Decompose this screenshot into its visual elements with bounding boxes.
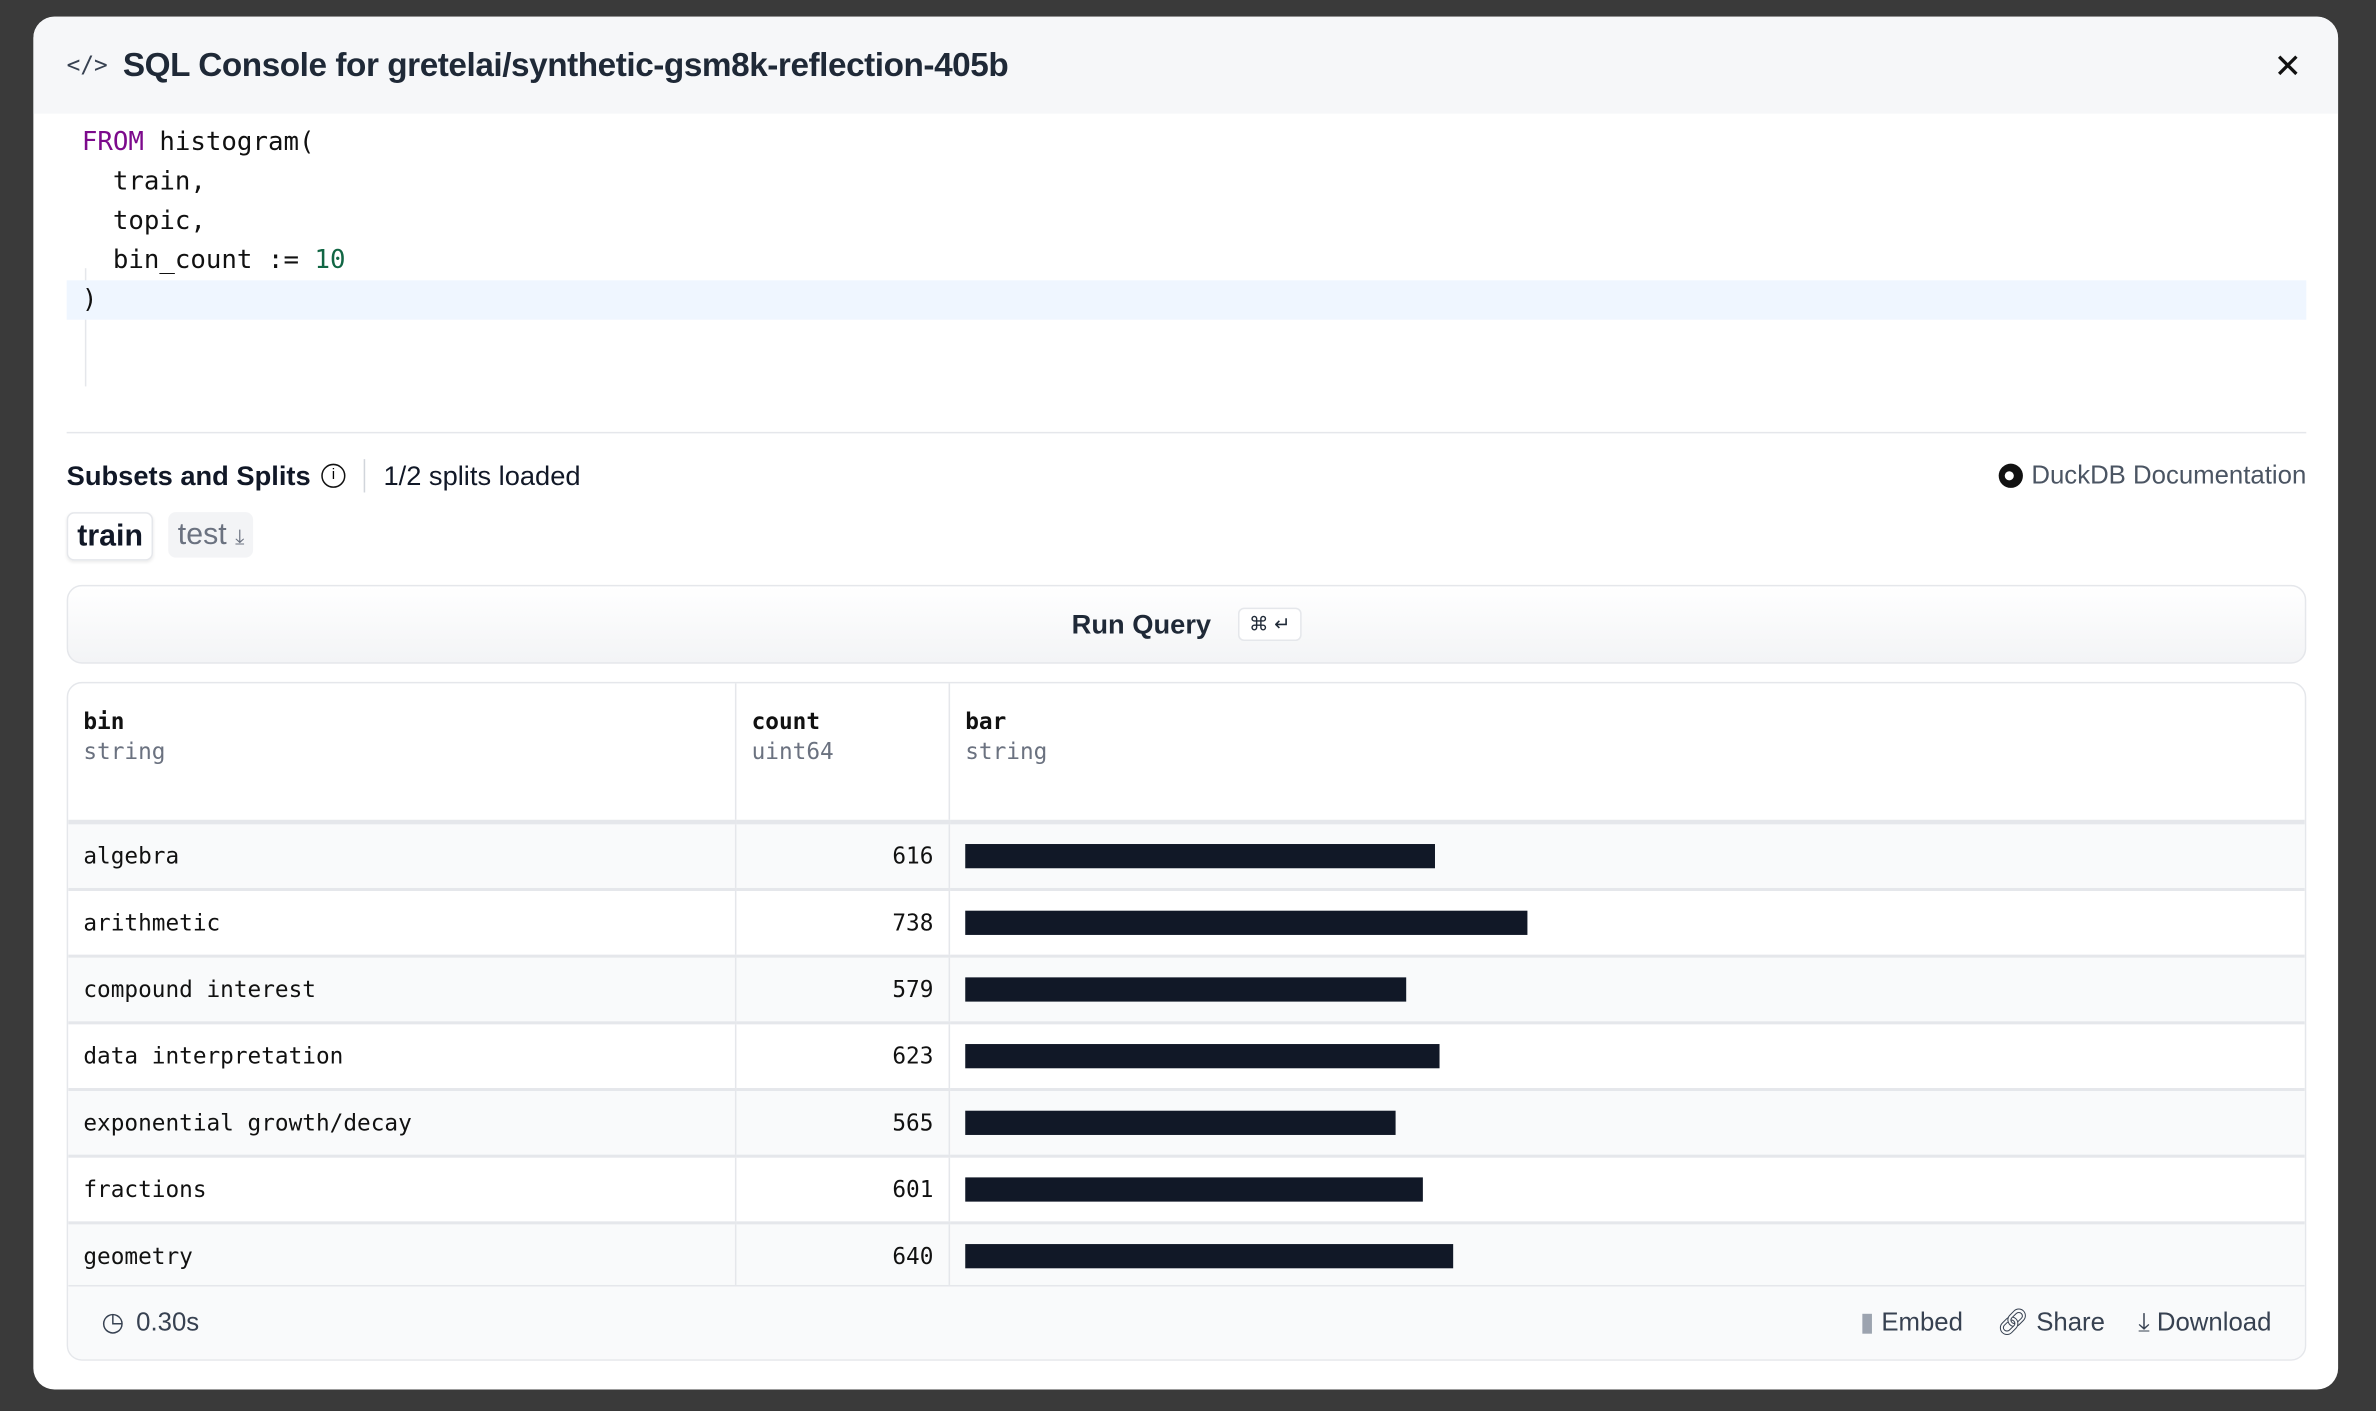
sql-console-modal: </> SQL Console for gretelai/synthetic-g… xyxy=(33,16,2339,1390)
docs-link-label: DuckDB Documentation xyxy=(2031,460,2307,490)
splits-bar: Subsets and Splits i 1/2 splits loaded D… xyxy=(67,456,2307,495)
cell-bar xyxy=(949,822,2305,891)
histogram-bar xyxy=(965,1044,1441,1069)
table-row[interactable]: geometry 640 xyxy=(68,1222,2305,1292)
results-table: bin string count uint64 bar string algebra … xyxy=(66,681,2307,1361)
modal-header: </> SQL Console for gretelai/synthetic-g… xyxy=(33,16,2339,114)
cell-bin: algebra xyxy=(68,822,737,891)
share-button[interactable]: 🔗︎ Share xyxy=(1996,1307,2105,1337)
cell-bar xyxy=(949,889,2305,958)
run-query-button[interactable]: Run Query ⌘ ↵ xyxy=(66,584,2307,664)
code-icon: </> xyxy=(66,51,108,79)
modal-title: SQL Console for gretelai/synthetic-gsm8k… xyxy=(122,45,1009,84)
splits-status: 1/2 splits loaded xyxy=(383,459,581,491)
histogram-bar xyxy=(965,1177,1424,1202)
clock-icon: ◷ xyxy=(101,1307,125,1337)
histogram-bar xyxy=(965,1244,1454,1269)
cell-count: 565 xyxy=(735,1089,951,1158)
cell-count: 616 xyxy=(735,822,951,891)
cell-bin: fractions xyxy=(68,1156,737,1225)
code-line: topic, xyxy=(81,206,206,237)
cell-bar xyxy=(949,1222,2305,1292)
code-line-active: ) xyxy=(66,280,2307,320)
query-time: 0.30s xyxy=(136,1307,200,1337)
duckdb-icon xyxy=(1998,463,2023,488)
keyboard-shortcut: ⌘ ↵ xyxy=(1238,607,1302,641)
run-query-label: Run Query xyxy=(1071,608,1212,639)
indent-guide xyxy=(84,268,87,387)
table-row[interactable]: data interpretation 623 xyxy=(68,1022,2305,1092)
histogram-bar xyxy=(965,910,1528,935)
cell-bar xyxy=(949,1089,2305,1158)
divider xyxy=(66,431,2307,434)
table-row[interactable]: compound interest 579 xyxy=(68,956,2305,1025)
cell-count: 623 xyxy=(735,1022,951,1092)
embed-icon: ▮ xyxy=(1859,1307,1875,1337)
table-row[interactable]: arithmetic 738 xyxy=(68,889,2305,958)
histogram-bar xyxy=(965,844,1435,869)
column-header-count[interactable]: count uint64 xyxy=(735,683,951,825)
column-type: uint64 xyxy=(751,737,834,766)
cell-bar xyxy=(949,1022,2305,1092)
close-icon[interactable]: ✕ xyxy=(2273,46,2302,85)
histogram-bar xyxy=(965,1110,1396,1135)
cell-bin: data interpretation xyxy=(68,1022,737,1092)
cell-count: 738 xyxy=(735,889,951,958)
code-line: train, xyxy=(81,166,206,197)
split-tabs: train test ⤓ xyxy=(66,512,254,561)
table-row[interactable]: algebra 616 xyxy=(68,822,2305,891)
tab-train[interactable]: train xyxy=(66,512,154,561)
info-icon[interactable]: i xyxy=(321,463,346,488)
download-icon: ⤓ xyxy=(235,524,245,549)
splits-heading: Subsets and Splits xyxy=(66,459,311,491)
separator xyxy=(363,459,366,493)
column-type: string xyxy=(83,737,166,766)
cell-count: 579 xyxy=(735,956,951,1025)
code-text: histogram( xyxy=(143,127,315,158)
cell-count: 601 xyxy=(735,1156,951,1225)
column-header-bar[interactable]: bar string xyxy=(949,683,2305,825)
table-row[interactable]: fractions 601 xyxy=(68,1156,2305,1225)
cell-count: 640 xyxy=(735,1222,951,1292)
code-line: FROM histogram( xyxy=(67,123,2307,162)
cell-bar xyxy=(949,1156,2305,1225)
histogram-bar xyxy=(965,977,1407,1002)
table-row[interactable]: exponential growth/decay 565 xyxy=(68,1089,2305,1158)
download-icon: ⤓ xyxy=(2138,1307,2150,1337)
number-literal: 10 xyxy=(314,245,346,276)
cell-bin: geometry xyxy=(68,1222,737,1292)
column-type: string xyxy=(965,737,1048,766)
cell-bin: arithmetic xyxy=(68,889,737,958)
column-header-bin[interactable]: bin string xyxy=(68,683,737,825)
sql-editor[interactable]: FROM histogram( train, topic, bin_count … xyxy=(33,114,2338,432)
cell-bin: compound interest xyxy=(68,956,737,1025)
link-icon: 🔗︎ xyxy=(1996,1307,2030,1337)
cell-bin: exponential growth/decay xyxy=(68,1089,737,1158)
code-line: bin_count := 10 xyxy=(67,241,2307,280)
cell-bar xyxy=(949,956,2305,1025)
tab-test[interactable]: test ⤓ xyxy=(168,512,254,558)
tab-label: test xyxy=(177,518,227,552)
code-text: bin_count := xyxy=(81,245,315,276)
download-button[interactable]: ⤓ Download xyxy=(2138,1307,2272,1337)
keyword: FROM xyxy=(81,127,144,158)
results-footer: ◷ 0.30s ▮ Embed 🔗︎ Share ⤓ Download xyxy=(68,1284,2305,1360)
embed-button[interactable]: ▮ Embed xyxy=(1859,1307,1963,1337)
duckdb-docs-link[interactable]: DuckDB Documentation xyxy=(1998,461,2306,491)
